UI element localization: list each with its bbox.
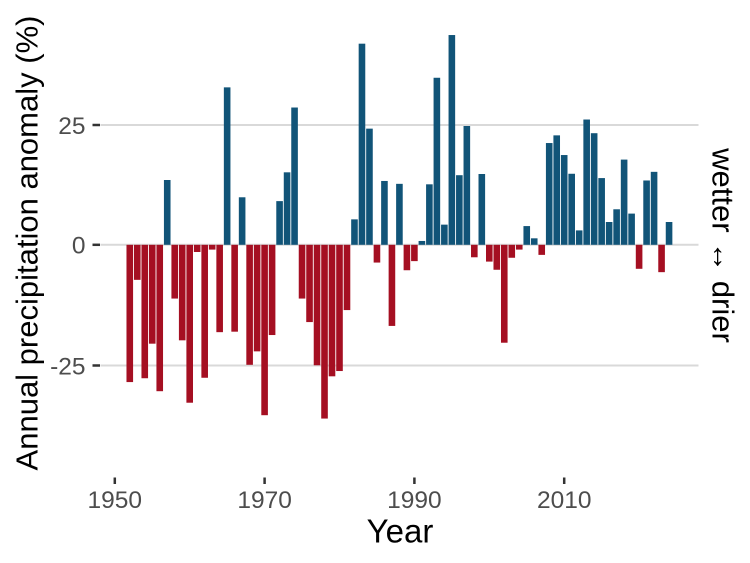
svg-text:1990: 1990	[387, 487, 442, 514]
svg-text:0: 0	[72, 233, 86, 260]
svg-text:-25: -25	[50, 353, 85, 380]
svg-text:2010: 2010	[537, 487, 592, 514]
svg-text:25: 25	[58, 113, 85, 140]
svg-text:wetter ↔ drier: wetter ↔ drier	[705, 147, 740, 343]
svg-text:1950: 1950	[88, 487, 143, 514]
svg-text:Year: Year	[367, 513, 434, 550]
svg-text:Annual precipitation anomaly (: Annual precipitation anomaly (%)	[9, 16, 44, 471]
svg-text:1970: 1970	[237, 487, 292, 514]
